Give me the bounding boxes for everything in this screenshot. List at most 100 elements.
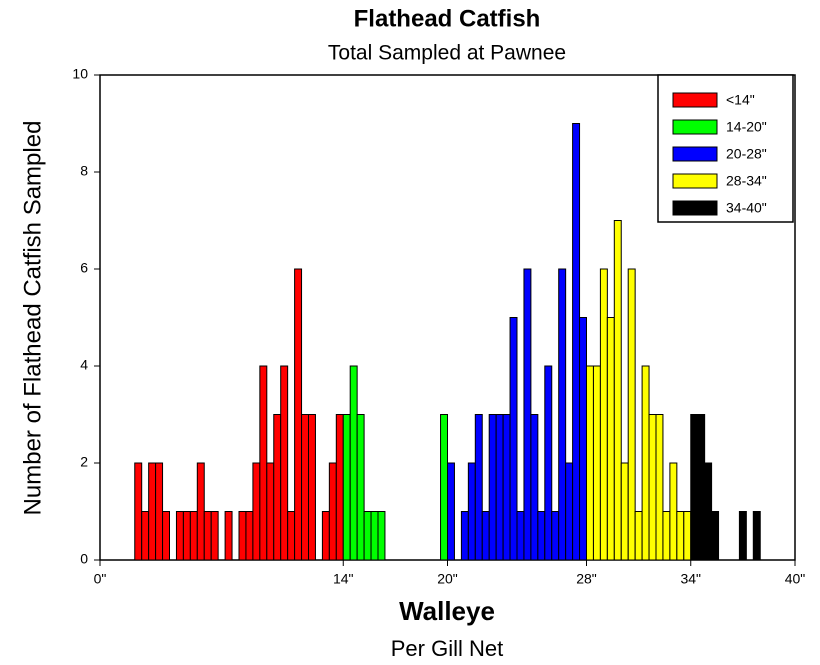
bar [447, 462, 455, 561]
bar [252, 462, 261, 561]
bar [551, 511, 560, 561]
bar [752, 511, 761, 561]
bar [162, 511, 171, 561]
bar [196, 462, 205, 561]
bar [294, 268, 303, 561]
bar [481, 511, 490, 561]
x-tick-label: 28" [576, 571, 597, 587]
bar [440, 414, 448, 561]
bar [328, 462, 337, 561]
bar [266, 462, 275, 561]
legend-label: 14-20" [726, 119, 767, 135]
legend-label: 28-34" [726, 173, 767, 189]
bar [697, 414, 706, 561]
bar [189, 511, 198, 561]
legend-swatch [672, 200, 718, 216]
y-tick-label: 2 [80, 454, 88, 470]
legend-swatch [672, 146, 718, 162]
bar [175, 511, 184, 561]
bar [210, 511, 219, 561]
bar [280, 365, 289, 561]
bar [586, 365, 594, 561]
bar [634, 511, 643, 561]
y-tick-label: 8 [80, 163, 88, 179]
bar [620, 462, 629, 561]
bar [572, 123, 581, 561]
y-tick-label: 0 [80, 551, 88, 567]
bar [648, 414, 657, 561]
bar [676, 511, 685, 561]
bar [599, 268, 608, 561]
bar [558, 268, 567, 561]
x-tick-label: 40" [785, 571, 806, 587]
bar [377, 511, 386, 561]
bar [655, 414, 664, 561]
legend-swatch [672, 119, 718, 135]
bar [544, 365, 553, 561]
bar [683, 511, 692, 561]
bar [259, 365, 268, 561]
x-tick-label: 34" [680, 571, 701, 587]
y-tick-label: 4 [80, 357, 88, 373]
y-tick-label: 6 [80, 260, 88, 276]
bar [308, 414, 316, 561]
x-tick-label: 20" [437, 571, 458, 587]
bar [502, 414, 511, 561]
bar [182, 511, 191, 561]
legend-label: 34-40" [726, 200, 767, 216]
bar [148, 462, 157, 561]
bar [301, 414, 309, 561]
bar [238, 511, 247, 561]
bar [224, 511, 233, 561]
bar [662, 511, 671, 561]
bar [537, 511, 546, 561]
legend-label: 20-28" [726, 146, 767, 162]
bar [690, 414, 699, 561]
bar [565, 462, 574, 561]
bar [704, 462, 713, 561]
bar [370, 511, 379, 561]
bar [509, 317, 518, 561]
bar [363, 511, 372, 561]
bar [669, 462, 678, 561]
bar [245, 511, 254, 561]
legend-label: <14" [726, 92, 755, 108]
bar [342, 414, 351, 561]
x-axis-sublabel: Per Gill Net [391, 636, 503, 661]
bar [738, 511, 747, 561]
bar [627, 268, 636, 561]
bar [613, 220, 622, 561]
bar [141, 511, 150, 561]
bar [335, 414, 344, 561]
bar [523, 268, 532, 561]
bar [711, 511, 720, 561]
bar [641, 365, 650, 561]
legend-swatch [672, 173, 718, 189]
bar [516, 511, 525, 561]
x-tick-label: 14" [333, 571, 354, 587]
x-axis-label: Walleye [399, 596, 495, 626]
x-tick-label: 0" [94, 571, 107, 587]
bar [488, 414, 497, 561]
bar [321, 511, 330, 561]
chart-subtitle: Total Sampled at Pawnee [328, 42, 566, 65]
chart-title: Flathead Catfish [354, 5, 541, 32]
bar [592, 365, 601, 561]
bar [155, 462, 164, 561]
legend-swatch [672, 92, 718, 108]
bar [460, 511, 469, 561]
bar [349, 365, 358, 561]
bar [495, 414, 504, 561]
bar [356, 414, 365, 561]
bar [287, 511, 296, 561]
y-axis-label: Number of Flathead Catfish Sampled [19, 121, 46, 516]
bar [579, 317, 587, 561]
bar [273, 414, 282, 561]
bar [203, 511, 212, 561]
bar [474, 414, 483, 561]
bar [606, 317, 615, 561]
bar [467, 462, 476, 561]
bar [134, 462, 143, 561]
bar [530, 414, 539, 561]
